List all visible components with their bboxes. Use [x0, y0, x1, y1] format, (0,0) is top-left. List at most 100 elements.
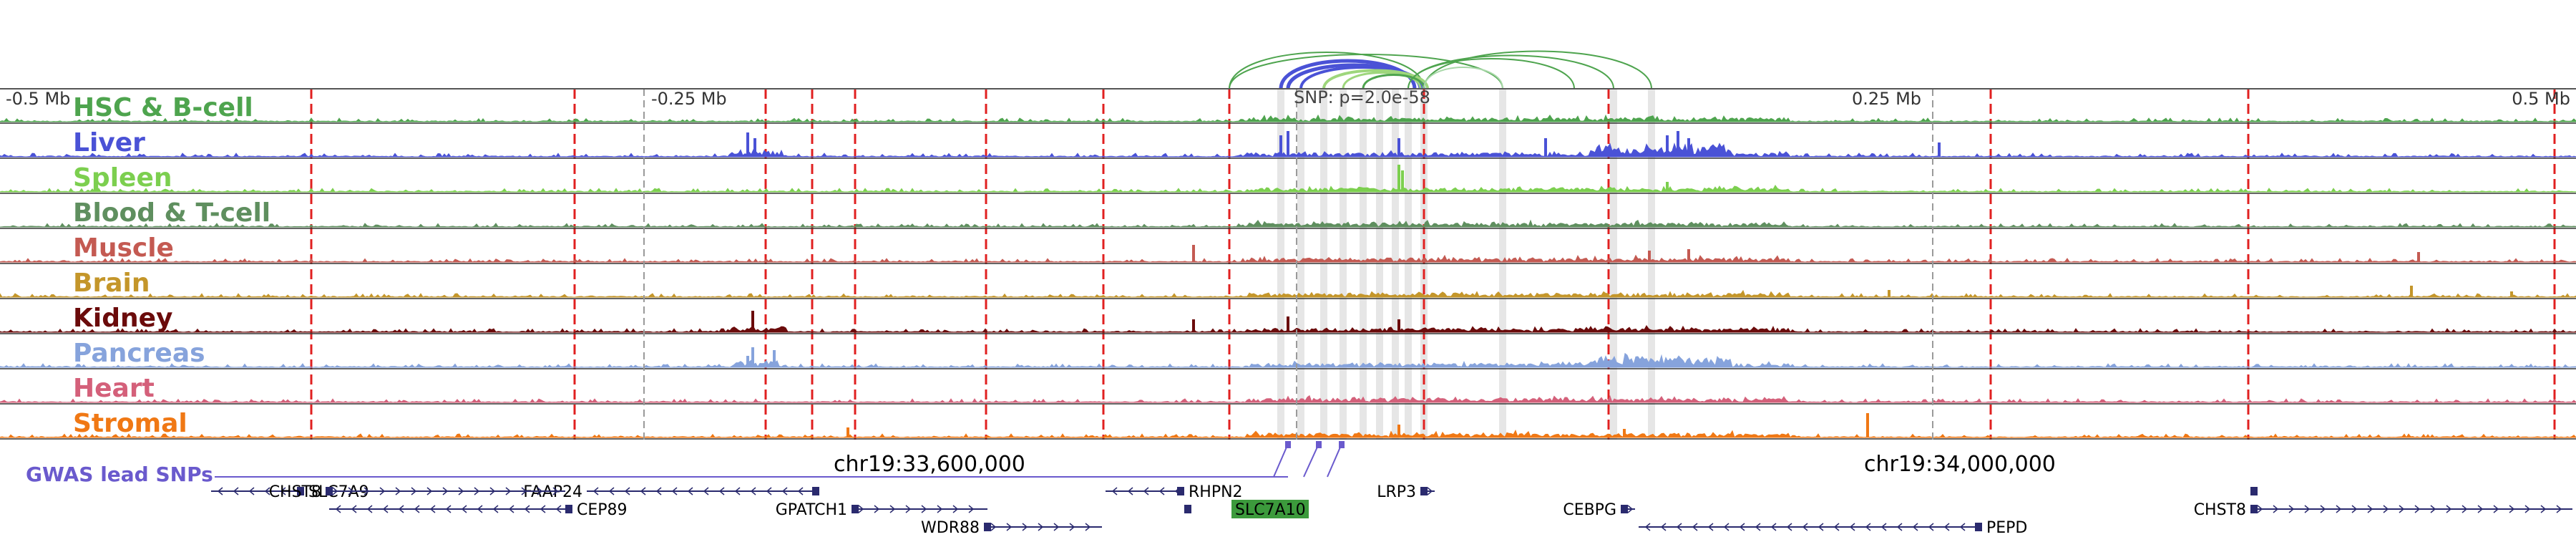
- signal-peak: [751, 347, 754, 367]
- red-marker-lines: [310, 89, 2556, 440]
- strand-arrow: [442, 487, 449, 495]
- track-label: HSC & B-cell: [73, 93, 253, 122]
- gene-exon: [565, 505, 572, 513]
- scale-label: 0.5 Mb: [2512, 89, 2570, 109]
- signal-pancreas: [0, 352, 2576, 368]
- strand-arrow: [2462, 505, 2468, 513]
- strand-arrow: [1896, 523, 1903, 531]
- scale-label: 0.25 Mb: [1852, 89, 1921, 109]
- signal-peak: [1192, 245, 1195, 262]
- signal-peak: [1687, 138, 1690, 157]
- signal-heart: [0, 395, 2576, 403]
- snp-highlight-bands: [1277, 89, 1655, 440]
- strand-arrow: [1849, 523, 1855, 531]
- strand-arrow: [2273, 505, 2279, 513]
- signal-peak: [1397, 138, 1400, 157]
- strand-arrow: [1880, 523, 1887, 531]
- gray-marker-lines: [643, 89, 1933, 440]
- strand-arrow: [1802, 523, 1808, 531]
- snp-band: [1648, 89, 1655, 440]
- strand-arrow: [411, 487, 417, 495]
- strand-arrow: [952, 505, 959, 513]
- gene-label: GPATCH1: [776, 501, 847, 519]
- strand-arrow: [2304, 505, 2311, 513]
- strand-arrow: [1786, 523, 1792, 531]
- loop-arc: [1407, 58, 1575, 90]
- strand-arrow: [1943, 523, 1950, 531]
- signal-blood-t-cell: [0, 219, 2576, 228]
- snp-band: [1610, 89, 1617, 440]
- gene-label: RHPN2: [1189, 483, 1243, 501]
- strand-arrow: [1069, 523, 1075, 531]
- strand-arrow: [608, 487, 615, 495]
- gene-exon: [2250, 487, 2258, 495]
- gene-exon: [1975, 523, 1982, 531]
- gene-label: SLC7A9: [308, 483, 369, 501]
- strand-arrow: [540, 505, 546, 513]
- track-label: Pancreas: [73, 339, 205, 368]
- strand-arrow: [2493, 505, 2499, 513]
- snp-band: [1499, 89, 1506, 440]
- gene-label: FAAP24: [523, 483, 582, 501]
- strand-arrow: [395, 487, 401, 495]
- signal-muscle: [0, 254, 2576, 263]
- scale-label: -0.5 Mb: [6, 89, 70, 109]
- strand-arrow: [655, 487, 662, 495]
- signal-peak: [847, 427, 849, 437]
- signal-peak: [2417, 252, 2420, 262]
- loop-arc: [1423, 50, 1652, 90]
- strand-arrow: [398, 505, 404, 513]
- strand-arrow: [524, 505, 530, 513]
- gene-label: PEPD: [1986, 519, 2027, 537]
- signal-peak: [746, 132, 749, 157]
- strand-arrow: [905, 505, 912, 513]
- strand-arrow: [1111, 487, 1118, 495]
- signal-hsc-b-cell: [0, 114, 2576, 122]
- strand-arrow: [968, 505, 975, 513]
- strand-arrow: [426, 487, 433, 495]
- strand-arrow: [458, 487, 464, 495]
- signal-brain: [0, 289, 2576, 298]
- signal-peak: [2410, 286, 2413, 297]
- strand-arrow: [1660, 523, 1667, 531]
- strand-arrow: [592, 487, 599, 495]
- coordinate-label: chr19:33,600,000: [834, 452, 1025, 477]
- strand-arrow: [461, 505, 467, 513]
- signal-peak: [773, 350, 776, 367]
- snp-band: [1392, 89, 1399, 440]
- strand-arrow: [1022, 523, 1028, 531]
- strand-arrow: [687, 487, 693, 495]
- signal-peak: [746, 356, 749, 367]
- strand-arrow: [937, 505, 943, 513]
- strand-arrow: [1127, 487, 1133, 495]
- signal-peak: [1397, 319, 1400, 332]
- strand-arrow: [477, 505, 483, 513]
- strand-arrow: [335, 505, 341, 513]
- strand-arrow: [348, 487, 354, 495]
- strand-arrow: [1818, 523, 1824, 531]
- strand-arrow: [366, 505, 373, 513]
- strand-arrow: [1723, 523, 1729, 531]
- strand-arrow: [2430, 505, 2436, 513]
- signal-peak: [1287, 316, 1289, 332]
- strand-arrow: [1158, 487, 1165, 495]
- strand-arrow: [1833, 523, 1840, 531]
- signal-peak: [2510, 291, 2513, 297]
- strand-arrow: [489, 487, 496, 495]
- strand-arrow: [2257, 505, 2263, 513]
- signal-peak: [1397, 425, 1400, 437]
- strand-arrow: [2288, 505, 2295, 513]
- gene-exon: [984, 523, 991, 531]
- gene-exon: [297, 487, 304, 495]
- strand-arrow: [2336, 505, 2342, 513]
- strand-arrow: [1676, 523, 1682, 531]
- strand-arrow: [1959, 523, 1966, 531]
- strand-arrow: [1644, 523, 1651, 531]
- strand-arrow: [1928, 523, 1934, 531]
- gene-label: CEP89: [577, 501, 628, 519]
- strand-arrow: [505, 487, 512, 495]
- gene-annotations: SLC7A9FAAP24RHPN2LRP3CEBPACHST8CEP89GPAT…: [211, 483, 2572, 537]
- strand-arrow: [382, 505, 389, 513]
- strand-arrow: [2509, 505, 2515, 513]
- snp-band: [1376, 89, 1383, 440]
